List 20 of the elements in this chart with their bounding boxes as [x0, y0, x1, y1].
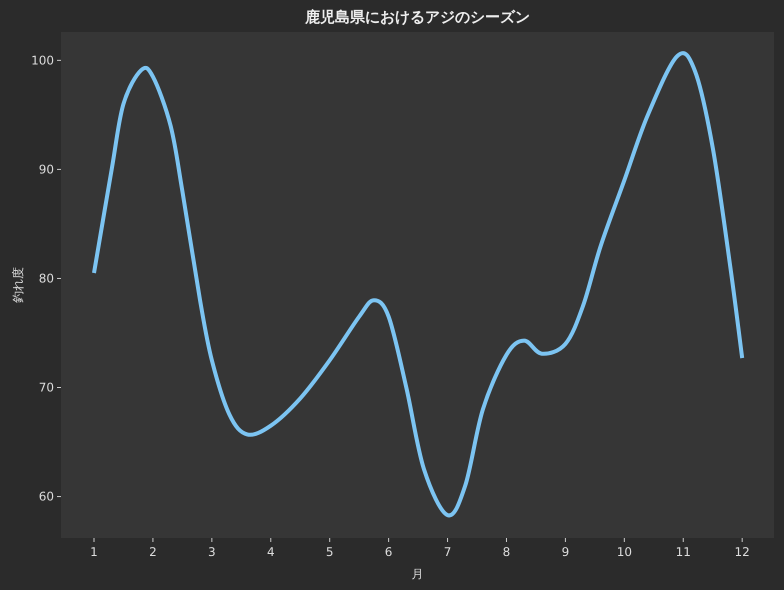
x-tick-label: 3	[208, 545, 216, 559]
y-tick-label: 80	[38, 271, 54, 286]
y-tick-label: 70	[38, 380, 54, 395]
x-tick-label: 1	[90, 545, 98, 559]
y-tick-label: 100	[31, 53, 54, 68]
y-tick-label: 60	[38, 490, 54, 504]
x-axis-title: 月	[412, 567, 424, 581]
x-tick-label: 9	[562, 545, 570, 559]
x-tick-label: 10	[616, 545, 632, 559]
x-tick-label: 7	[444, 545, 452, 559]
x-tick-label: 12	[734, 545, 750, 559]
x-tick-label: 2	[149, 545, 157, 559]
y-tick-label: 90	[38, 162, 54, 176]
x-tick-label: 8	[502, 545, 510, 559]
x-tick-label: 4	[266, 545, 275, 559]
x-tick-label: 6	[384, 545, 392, 559]
y-axis-title: 釣れ度	[11, 267, 25, 303]
x-tick-label: 5	[326, 545, 334, 559]
chart-title: 鹿児島県におけるアジのシーズン	[304, 8, 530, 26]
x-tick-label: 11	[676, 545, 691, 559]
